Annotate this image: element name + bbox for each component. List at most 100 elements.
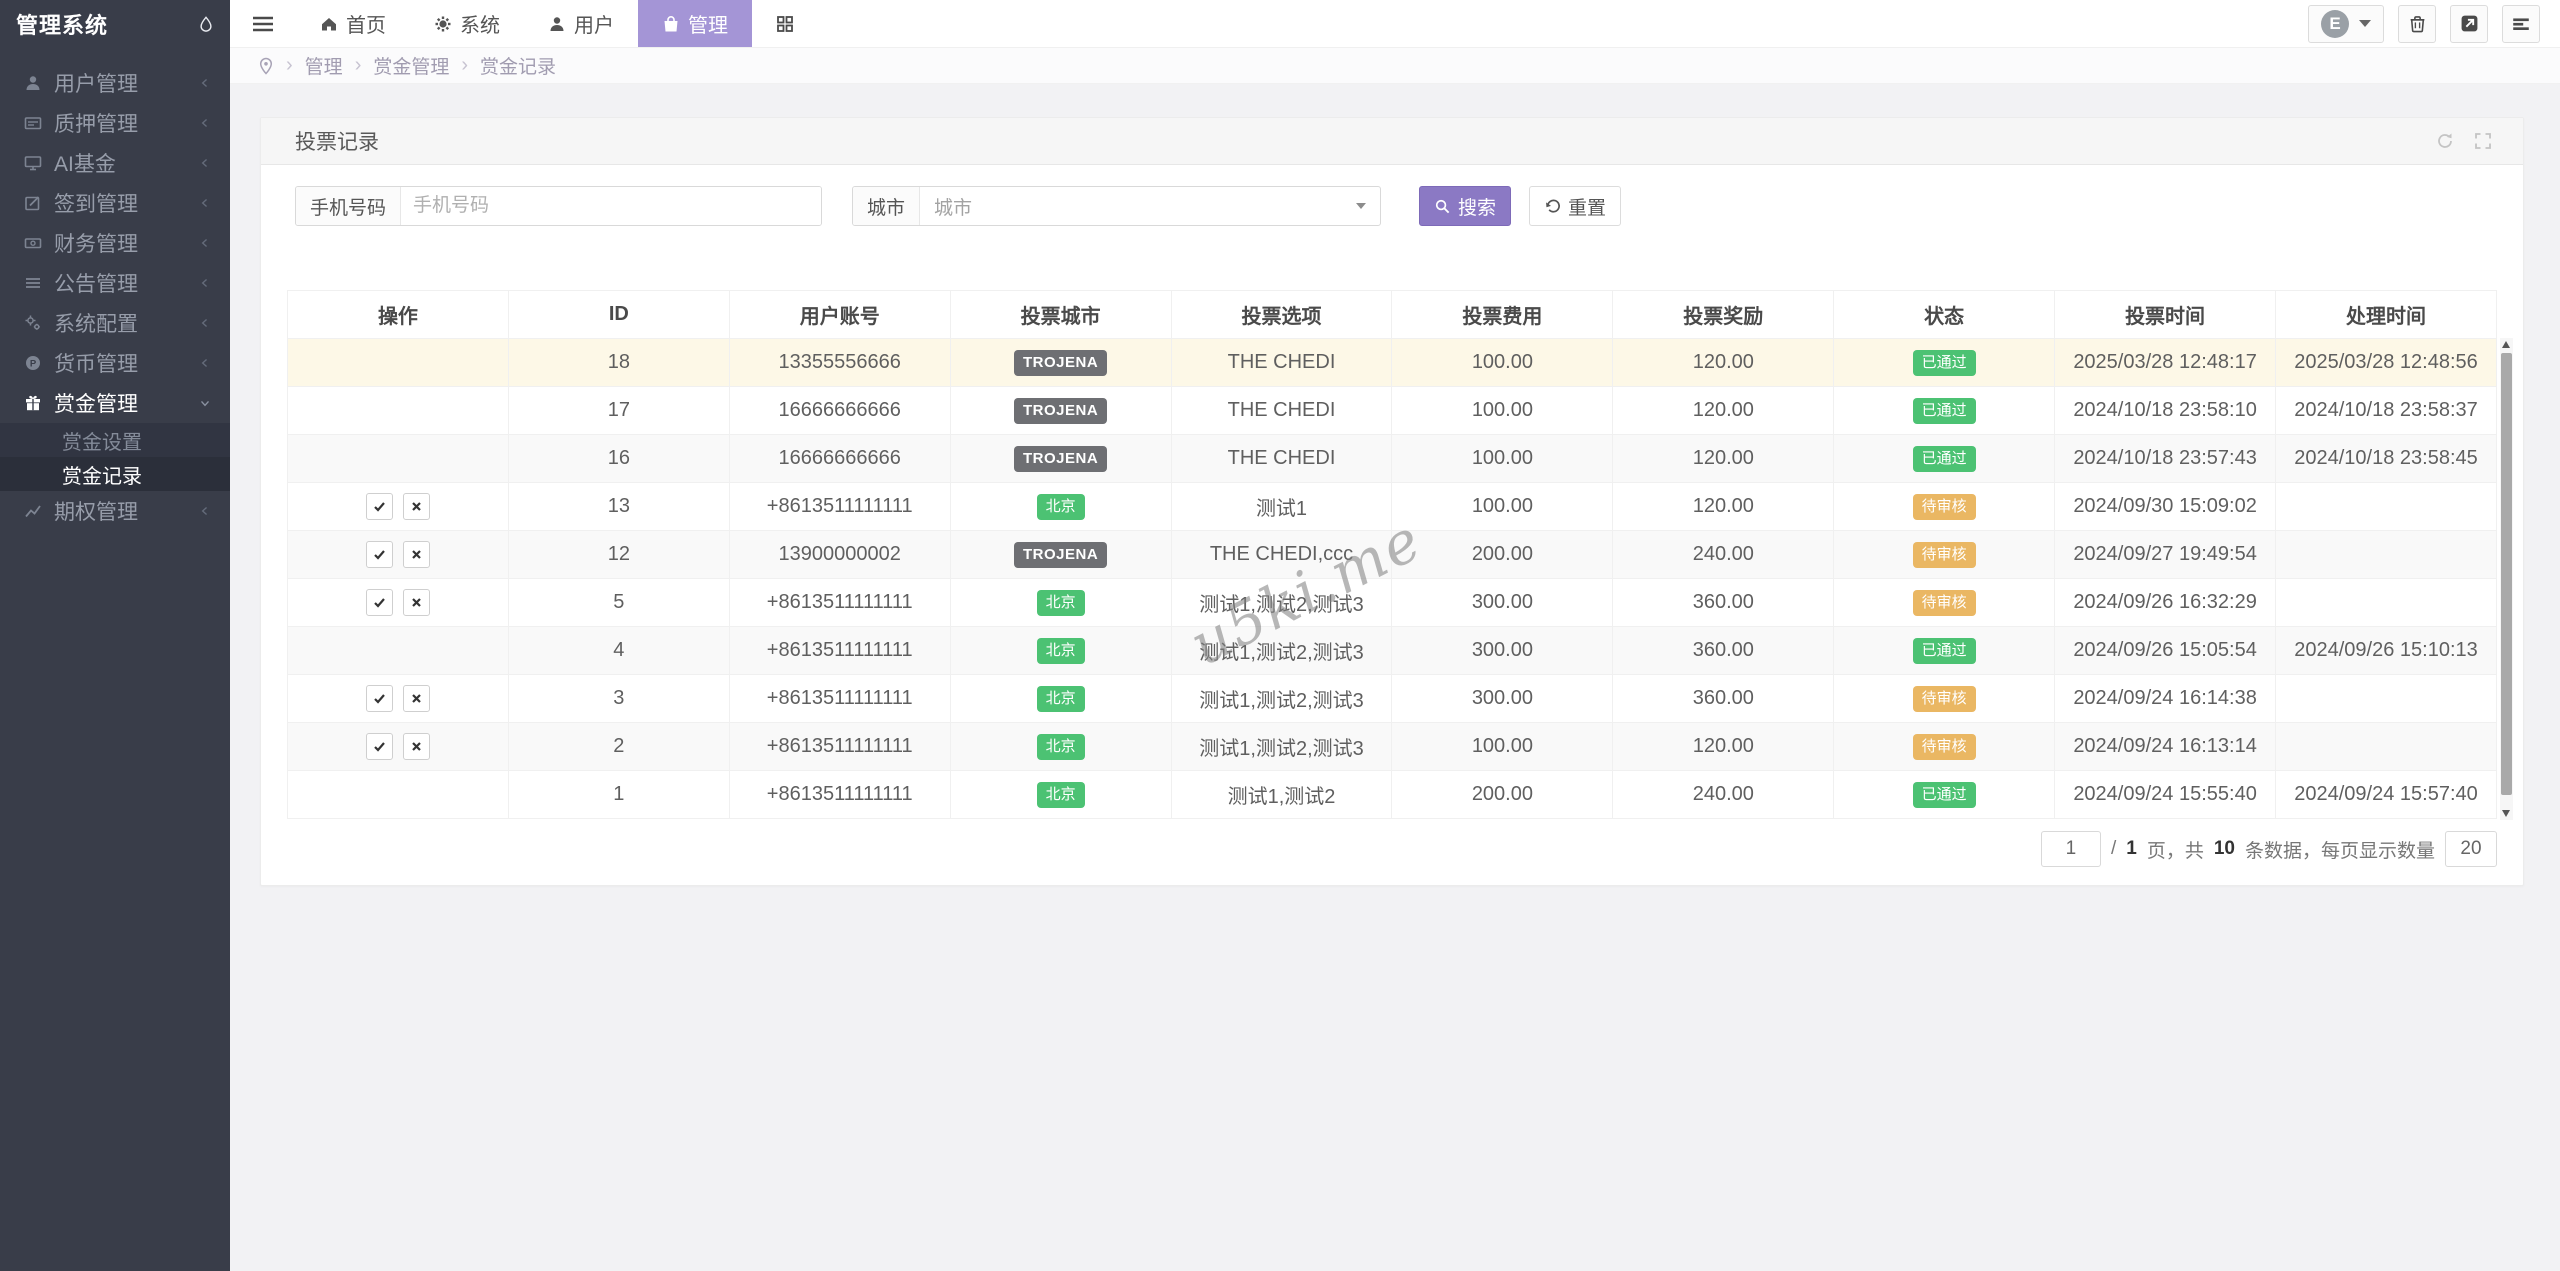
chevron-left-icon [201, 358, 208, 368]
city-filter-label: 城市 [853, 187, 921, 225]
home-icon [322, 17, 336, 30]
fee-cell: 300.00 [1391, 674, 1614, 723]
vote-time-cell: 2024/09/30 15:09:02 [2054, 482, 2277, 531]
page-number-input[interactable] [2040, 831, 2101, 867]
log-panel-button[interactable] [2502, 4, 2540, 43]
caret-down-icon [1356, 203, 1367, 209]
topbar-item-users[interactable]: 用户 [524, 0, 638, 47]
sidebar-item-user-management[interactable]: 用户管理 [0, 63, 230, 103]
approve-button[interactable] [366, 589, 394, 616]
breadcrumb-item[interactable]: 管理 [304, 57, 343, 78]
gears-icon [25, 315, 40, 330]
city-badge: 北京 [1036, 589, 1085, 616]
column-header: ID [507, 290, 730, 339]
city-badge: TROJENA [1014, 541, 1108, 568]
table-row: 17 16666666666 TROJENA THE CHEDI 100.00 … [287, 386, 2497, 435]
sidebar-item-finance-management[interactable]: 财务管理 [0, 223, 230, 263]
coin-icon: P [26, 356, 40, 370]
filter-bar: 手机号码 城市 城市 搜索 [287, 186, 2497, 226]
main-area: 首页 系统 用户 管理 E [230, 0, 2560, 886]
topbar-item-label: 用户 [574, 15, 614, 37]
city-badge: 北京 [1036, 493, 1085, 520]
table-row: 12 13900000002 TROJENA THE CHEDI,ccc 200… [287, 530, 2497, 579]
process-time-cell [2275, 482, 2497, 531]
city-cell: 北京 [949, 770, 1172, 819]
scroll-down-arrow-icon[interactable] [2502, 810, 2510, 817]
city-badge: 北京 [1036, 637, 1085, 664]
bag-icon [664, 15, 678, 31]
options-cell: 测试1,测试2 [1170, 770, 1393, 819]
topbar-item-apps[interactable] [752, 0, 818, 47]
process-time-cell [2275, 722, 2497, 771]
search-button[interactable]: 搜索 [1419, 186, 1512, 226]
sidebar-item-label: 货币管理 [54, 353, 138, 376]
reset-button[interactable]: 重置 [1529, 186, 1622, 226]
user-menu-dropdown[interactable]: E [2308, 4, 2384, 43]
sidebar-item-options-management[interactable]: 期权管理 [0, 491, 230, 531]
sidebar-item-ai-fund[interactable]: AI基金 [0, 143, 230, 183]
city-select[interactable]: 城市 [920, 187, 1380, 225]
vote-records-panel: 投票记录 手机号码 城市 城市 [260, 117, 2524, 886]
account-cell: 13355556666 [728, 338, 951, 387]
chevron-left-icon [201, 238, 208, 248]
sidebar-item-announcement-management[interactable]: 公告管理 [0, 263, 230, 303]
status-cell: 待审核 [1833, 722, 2056, 771]
reject-button[interactable] [402, 493, 430, 520]
status-cell: 待审核 [1833, 530, 2056, 579]
fee-cell: 100.00 [1391, 338, 1614, 387]
scroll-up-arrow-icon[interactable] [2502, 341, 2510, 348]
sidebar-submenu-bounty: 赏金设置 赏金记录 [0, 423, 230, 491]
topbar-item-management[interactable]: 管理 [638, 0, 752, 47]
reject-button[interactable] [402, 541, 430, 568]
sidebar-item-pledge-management[interactable]: 质押管理 [0, 103, 230, 143]
approve-button[interactable] [366, 493, 394, 520]
check-icon [374, 598, 385, 608]
city-cell: TROJENA [949, 338, 1172, 387]
sidebar-item-bounty-management[interactable]: 赏金管理 [0, 383, 230, 423]
chevron-left-icon [201, 198, 208, 208]
fullscreen-icon[interactable] [2473, 131, 2493, 151]
account-cell: 16666666666 [728, 434, 951, 483]
monitor-icon [24, 156, 42, 171]
approve-button[interactable] [366, 541, 394, 568]
breadcrumb-separator: › [354, 54, 362, 76]
reject-button[interactable] [402, 685, 430, 712]
options-cell: 测试1,测试2,测试3 [1170, 674, 1393, 723]
reward-cell: 240.00 [1612, 770, 1835, 819]
approve-button[interactable] [366, 685, 394, 712]
approve-button[interactable] [366, 733, 394, 760]
sidebar-item-system-config[interactable]: 系统配置 [0, 303, 230, 343]
sidebar-item-bounty-records[interactable]: 赏金记录 [0, 457, 230, 491]
column-header: 投票城市 [949, 290, 1172, 339]
chevron-left-icon [201, 78, 208, 88]
refresh-icon[interactable] [2435, 131, 2455, 151]
page-size-input[interactable] [2445, 831, 2497, 867]
process-time-cell: 2024/09/26 15:10:13 [2275, 626, 2497, 675]
account-cell: +8613511111111 [728, 722, 951, 771]
money-icon [24, 238, 42, 249]
sidebar-item-checkin-management[interactable]: 签到管理 [0, 183, 230, 223]
table-scrollbar[interactable] [2500, 338, 2513, 820]
phone-input[interactable] [401, 187, 822, 225]
options-cell: THE CHEDI,ccc [1170, 530, 1393, 579]
topbar-item-system[interactable]: 系统 [410, 0, 524, 47]
topbar-item-home[interactable]: 首页 [296, 0, 410, 47]
column-header: 处理时间 [2275, 290, 2497, 339]
clear-cache-button[interactable] [2398, 4, 2436, 43]
reject-button[interactable] [402, 733, 430, 760]
status-badge: 已通过 [1912, 349, 1976, 376]
vote-time-cell: 2024/09/24 16:14:38 [2054, 674, 2277, 723]
scrollbar-thumb[interactable] [2501, 353, 2512, 795]
sidebar-item-currency-management[interactable]: P 货币管理 [0, 343, 230, 383]
sidebar-toggle-button[interactable] [230, 0, 296, 47]
city-cell: 北京 [949, 626, 1172, 675]
reject-button[interactable] [402, 589, 430, 616]
breadcrumb-item[interactable]: 赏金记录 [480, 57, 557, 78]
sidebar-item-bounty-settings[interactable]: 赏金设置 [0, 423, 230, 457]
status-badge: 已通过 [1912, 445, 1976, 472]
city-cell: TROJENA [949, 530, 1172, 579]
city-cell: 北京 [949, 578, 1172, 627]
breadcrumb-item[interactable]: 赏金管理 [373, 57, 450, 78]
vote-time-cell: 2024/10/18 23:58:10 [2054, 386, 2277, 435]
open-frontend-button[interactable] [2450, 4, 2488, 43]
